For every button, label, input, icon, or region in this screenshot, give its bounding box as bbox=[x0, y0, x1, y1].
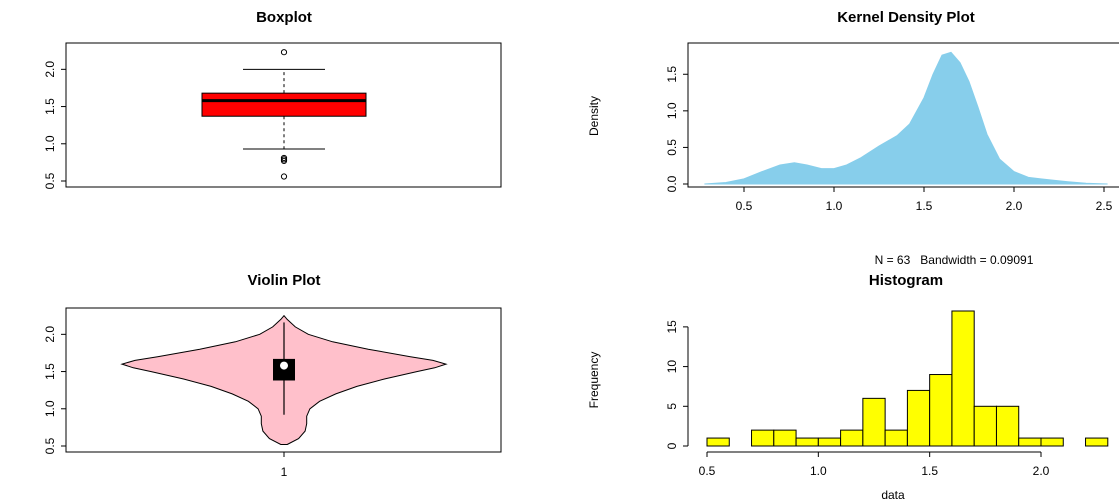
boxplot-title: Boxplot bbox=[256, 9, 312, 26]
histogram-marks bbox=[706, 310, 1109, 447]
histogram-bar bbox=[929, 374, 953, 447]
histogram-x-tick-label: 1.5 bbox=[921, 464, 938, 478]
boxplot-y-tick-label: 2.0 bbox=[43, 61, 57, 78]
histogram-bar bbox=[840, 429, 864, 447]
histogram-bar bbox=[1085, 437, 1109, 447]
boxplot-outlier bbox=[280, 173, 288, 180]
density-x-tick-label: 1.5 bbox=[916, 199, 933, 213]
histogram-x-tick-label: 1.0 bbox=[810, 464, 827, 478]
density-x-tick-label: 2.5 bbox=[1096, 199, 1113, 213]
violin-median bbox=[280, 361, 288, 370]
histogram-y-tick-label: 15 bbox=[665, 320, 679, 334]
histogram-bar bbox=[951, 310, 975, 447]
density-x-tick-label: 0.5 bbox=[736, 199, 753, 213]
density-y-tick-label: 0.0 bbox=[665, 175, 679, 192]
histogram-bar bbox=[795, 437, 819, 447]
violin-y-tick-label: 2.0 bbox=[43, 326, 57, 343]
histogram-y-tick-label: 10 bbox=[665, 360, 679, 374]
histogram-y-tick-label: 0 bbox=[665, 442, 679, 449]
density-marks bbox=[704, 51, 1108, 185]
histogram-x-label: data bbox=[881, 488, 905, 502]
boxplot-y-axis: 0.5 1.0 1.5 2.0 bbox=[43, 61, 67, 189]
boxplot-box bbox=[201, 92, 367, 117]
density-title: Kernel Density Plot bbox=[837, 9, 975, 26]
density-x-tick-label: 2.0 bbox=[1006, 199, 1023, 213]
histogram-bar bbox=[1040, 437, 1064, 447]
violin-box bbox=[273, 358, 295, 381]
histogram-title: Histogram bbox=[869, 272, 943, 289]
boxplot-outlier bbox=[280, 49, 288, 56]
histogram-bar bbox=[995, 405, 1020, 447]
violin-y-tick-label: 1.0 bbox=[43, 400, 57, 417]
violin-x-tick-label: 1 bbox=[281, 465, 288, 479]
histogram-bar bbox=[906, 389, 931, 447]
boxplot-panel: Boxplot 0.5 1.0 1.5 2.0 bbox=[43, 9, 502, 189]
histogram-bar bbox=[751, 429, 775, 447]
density-y-tick-label: 1.5 bbox=[665, 66, 679, 83]
boxplot-y-tick-label: 1.0 bbox=[43, 135, 57, 152]
histogram-bar bbox=[817, 437, 842, 447]
histogram-bar bbox=[706, 437, 730, 447]
histogram-bar bbox=[884, 429, 908, 447]
density-x-label: N = 63 Bandwidth = 0.09091 bbox=[875, 253, 1034, 267]
density-axes: 0.0 0.5 1.0 1.5 0.5 1.0 1.5 2.0 2.5 bbox=[665, 66, 1113, 213]
histogram-y-label: Frequency bbox=[587, 352, 601, 409]
violin-title: Violin Plot bbox=[247, 272, 320, 289]
violin-axes: 0.5 1.0 1.5 2.0 1 bbox=[43, 326, 288, 479]
histogram-x-tick-label: 0.5 bbox=[699, 464, 716, 478]
density-y-label: Density bbox=[587, 96, 601, 136]
histogram-bar bbox=[773, 429, 797, 447]
histogram-bar bbox=[1018, 437, 1042, 447]
density-y-tick-label: 0.5 bbox=[665, 139, 679, 156]
boxplot-y-tick-label: 1.5 bbox=[43, 98, 57, 115]
histogram-bar bbox=[973, 405, 997, 447]
histogram-panel: Histogram Frequency data 0 5 10 15 0.5 1.0 1.5… bbox=[587, 272, 1109, 502]
histogram-y-tick-label: 5 bbox=[665, 403, 679, 410]
violin-y-tick-label: 1.5 bbox=[43, 363, 57, 380]
histogram-x-tick-label: 2.0 bbox=[1033, 464, 1050, 478]
density-area bbox=[704, 51, 1108, 185]
histogram-axes: 0 5 10 15 0.5 1.0 1.5 2.0 bbox=[665, 320, 1050, 478]
boxplot-marks bbox=[201, 49, 367, 180]
density-x-tick-label: 1.0 bbox=[826, 199, 843, 213]
boxplot-y-tick-label: 0.5 bbox=[43, 172, 57, 189]
violin-panel: Violin Plot 0.5 1.0 1.5 2.0 1 bbox=[43, 272, 502, 479]
histogram-bar bbox=[862, 397, 886, 447]
boxplot-outlier bbox=[280, 154, 288, 162]
violin-y-tick-label: 0.5 bbox=[43, 437, 57, 454]
density-panel: Kernel Density Plot Density N = 63 Bandw… bbox=[587, 9, 1119, 267]
violin-marks bbox=[120, 314, 448, 445]
density-y-tick-label: 1.0 bbox=[665, 102, 679, 119]
